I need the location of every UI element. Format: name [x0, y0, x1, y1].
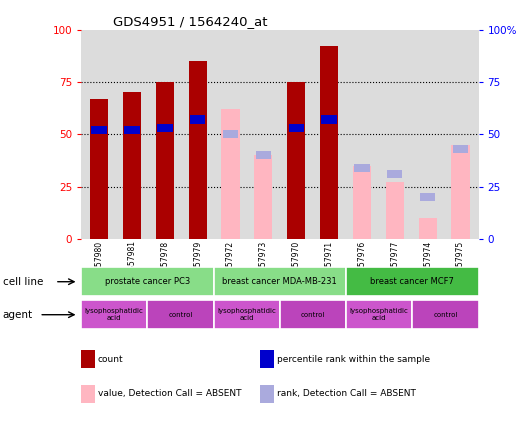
Text: lysophosphatidic
acid: lysophosphatidic acid — [217, 308, 276, 321]
Bar — [147, 300, 213, 329]
Text: rank, Detection Call = ABSENT: rank, Detection Call = ABSENT — [277, 390, 415, 398]
Bar — [354, 164, 370, 172]
Bar — [420, 193, 435, 201]
Bar — [260, 350, 274, 368]
Bar — [92, 126, 107, 135]
Bar — [451, 145, 470, 239]
Bar — [157, 124, 173, 132]
Bar — [453, 145, 468, 153]
Text: control: control — [301, 312, 325, 318]
Bar — [81, 385, 95, 403]
Bar — [254, 155, 272, 239]
Text: prostate cancer PC3: prostate cancer PC3 — [105, 277, 190, 286]
Bar — [222, 109, 240, 239]
Bar — [189, 61, 207, 239]
Text: breast cancer MDA-MB-231: breast cancer MDA-MB-231 — [222, 277, 337, 286]
Bar — [412, 300, 479, 329]
Text: agent: agent — [3, 310, 33, 320]
Bar — [322, 115, 337, 124]
Bar — [81, 350, 95, 368]
Bar — [90, 99, 108, 239]
Bar — [280, 300, 346, 329]
Bar — [190, 115, 206, 124]
Bar — [346, 300, 412, 329]
Bar — [81, 267, 213, 296]
Bar — [287, 82, 305, 239]
Text: lysophosphatidic
acid: lysophosphatidic acid — [350, 308, 408, 321]
Bar — [213, 267, 346, 296]
Text: GDS4951 / 1564240_at: GDS4951 / 1564240_at — [113, 16, 267, 28]
Bar — [260, 385, 274, 403]
Text: value, Detection Call = ABSENT: value, Detection Call = ABSENT — [98, 390, 241, 398]
Bar — [256, 151, 271, 159]
Text: control: control — [168, 312, 192, 318]
Bar — [156, 82, 174, 239]
Bar — [223, 130, 238, 138]
Bar — [353, 166, 371, 239]
Text: count: count — [98, 354, 123, 364]
Bar — [289, 124, 304, 132]
Bar — [123, 93, 141, 239]
Bar — [124, 126, 140, 135]
Text: cell line: cell line — [3, 277, 43, 287]
Bar — [213, 300, 280, 329]
Bar — [386, 182, 404, 239]
Bar — [320, 47, 338, 239]
Bar — [418, 218, 437, 239]
Bar — [81, 300, 147, 329]
Bar — [346, 267, 479, 296]
Bar — [387, 170, 403, 178]
Text: lysophosphatidic
acid: lysophosphatidic acid — [85, 308, 144, 321]
Text: breast cancer MCF7: breast cancer MCF7 — [370, 277, 454, 286]
Text: control: control — [433, 312, 458, 318]
Text: percentile rank within the sample: percentile rank within the sample — [277, 354, 430, 364]
